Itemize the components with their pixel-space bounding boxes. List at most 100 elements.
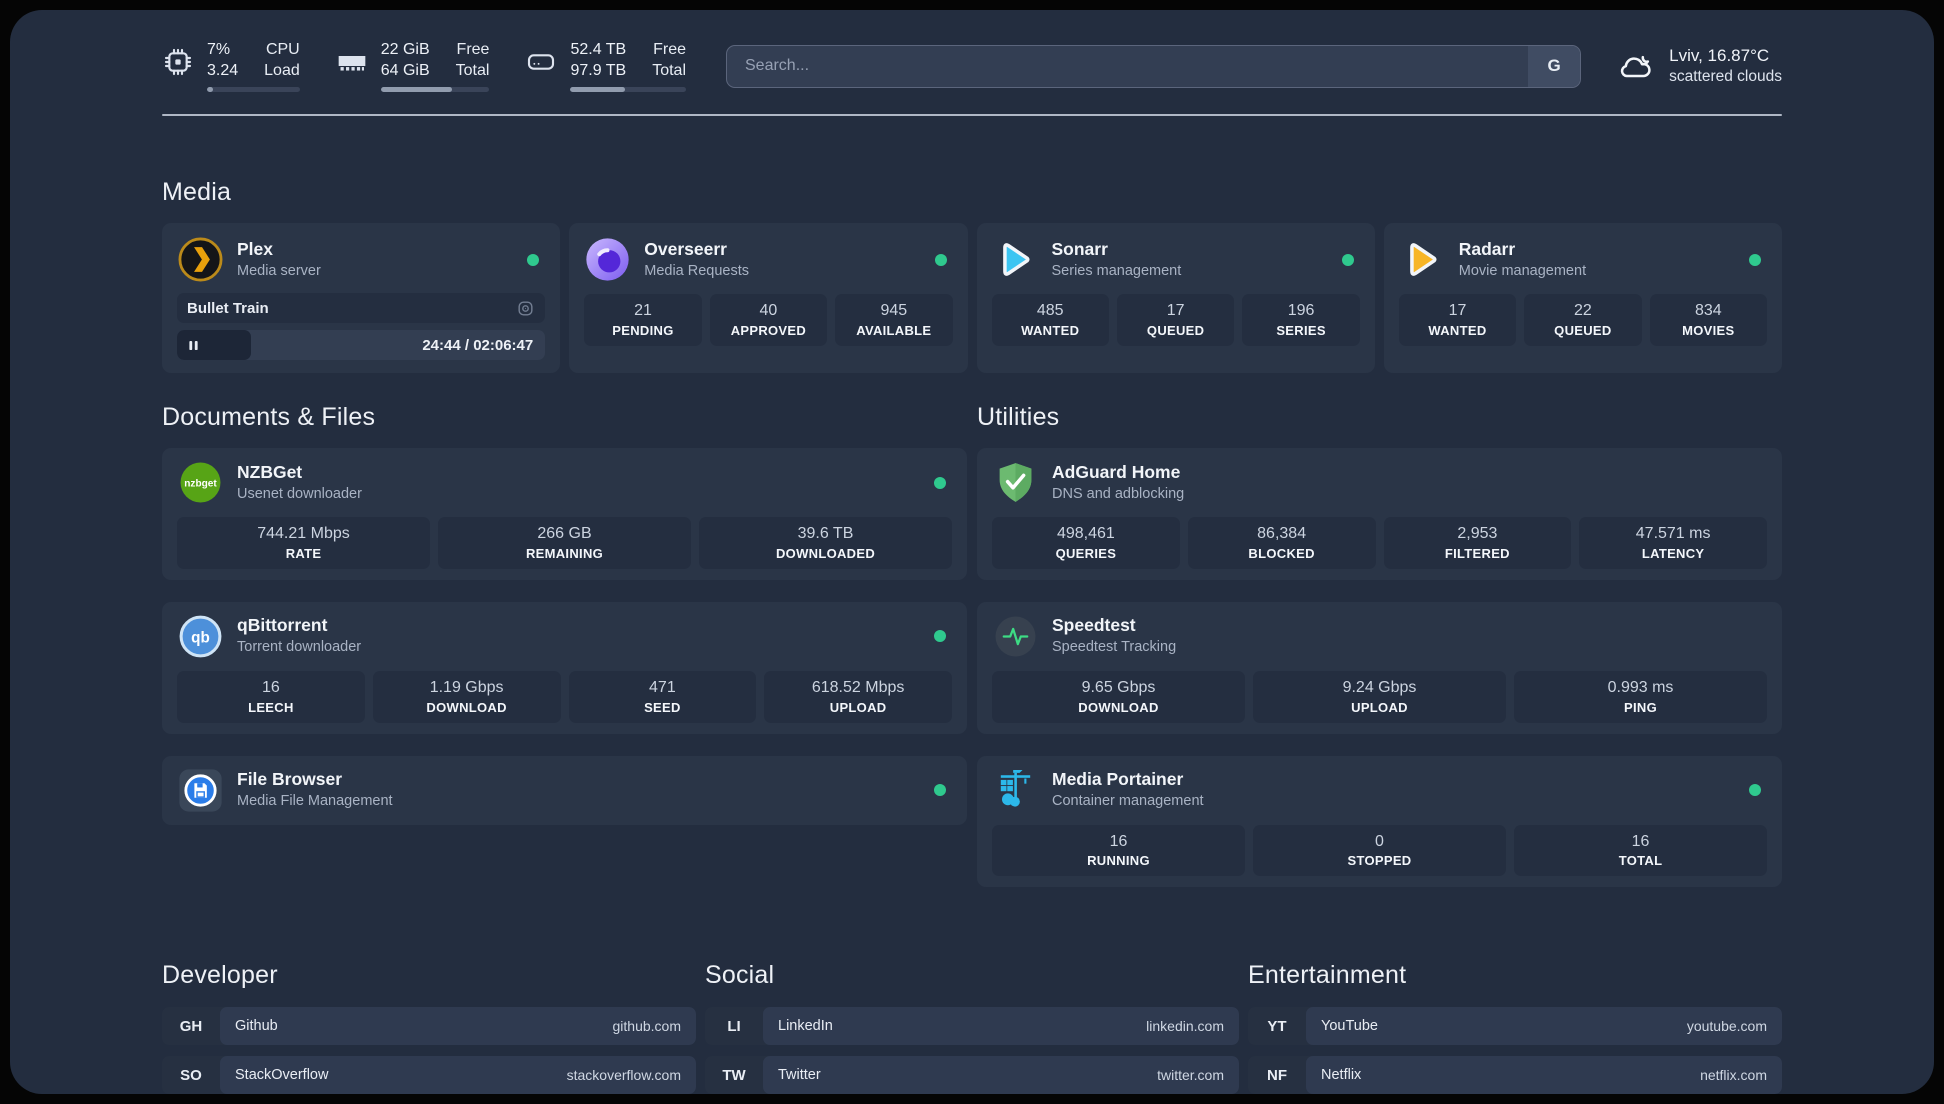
cpu-stat: 7% CPU 3.24 Load <box>162 40 300 92</box>
section-title-social: Social <box>705 961 775 990</box>
disk-total-value: 97.9 TB <box>570 62 627 79</box>
bookmark-url: youtube.com <box>1686 1018 1767 1035</box>
stat-pending: 21 PENDING <box>584 294 702 346</box>
card-filebrowser[interactable]: File Browser Media File Management <box>162 755 967 825</box>
cpu-usage-label: CPU <box>265 41 300 58</box>
bookmark-abbr: YT <box>1267 1017 1287 1035</box>
dashboard-page: 7% CPU 3.24 Load <box>10 10 1934 1094</box>
stat-queued: 17 QUEUED <box>1116 294 1235 346</box>
card-adguard[interactable]: AdGuard Home DNS and adblocking 498,461 … <box>977 448 1782 580</box>
bookmark-name: Netflix <box>1321 1067 1362 1084</box>
qbittorrent-icon: qb <box>179 615 222 658</box>
status-dot <box>934 253 947 266</box>
stat-queued: 22 QUEUED <box>1524 294 1642 346</box>
plex-icon <box>178 237 223 282</box>
bookmark-github[interactable]: GH Github github.com <box>162 1007 696 1046</box>
disk-stat: 52.4 TB Free 97.9 TB Total <box>525 40 686 92</box>
service-subtitle: Speedtest Tracking <box>1052 639 1177 656</box>
service-name: Plex <box>237 238 273 259</box>
memory-total-label: Total <box>455 62 490 79</box>
card-nzbget[interactable]: nzbget NZBGet Usenet downloader 744.21 M… <box>162 448 967 580</box>
stat-download: 1.19 Gbps DOWNLOAD <box>372 670 561 723</box>
card-portainer[interactable]: Media Portainer Container management 16 … <box>977 755 1782 888</box>
stat-seed: 471 SEED <box>568 670 757 723</box>
hard-drive-icon <box>528 54 555 70</box>
weather-location-temp: Lviv, 16.87°C <box>1669 46 1770 65</box>
status-dot <box>1749 253 1761 266</box>
cpu-load-label: Load <box>264 62 300 79</box>
service-name: qBittorrent <box>237 615 328 636</box>
radarr-icon <box>1409 243 1437 276</box>
memory-stat: 22 GiB Free 64 GiB Total <box>336 40 490 92</box>
bookmark-netflix[interactable]: NF Netflix netflix.com <box>1248 1056 1782 1094</box>
memory-free-value: 22 GiB <box>380 41 430 58</box>
card-sonarr[interactable]: Sonarr Series management 485 WANTED 17 Q… <box>976 223 1375 373</box>
stat-leech: 16 LEECH <box>177 670 365 723</box>
card-overseerr[interactable]: Overseerr Media Requests 21 PENDING 40 A… <box>569 223 968 373</box>
bookmark-name: Twitter <box>778 1067 821 1084</box>
bookmark-abbr: GH <box>179 1017 203 1035</box>
service-name: Sonarr <box>1051 238 1108 259</box>
stat-upload: 9.24 Gbps UPLOAD <box>1253 670 1506 723</box>
card-speedtest[interactable]: Speedtest Speedtest Tracking 9.65 Gbps D… <box>977 601 1782 734</box>
service-name: Overseerr <box>644 238 727 259</box>
service-name: AdGuard Home <box>1052 461 1181 482</box>
memory-free-label: Free <box>456 41 490 58</box>
ram-icon <box>338 56 366 71</box>
stat-wanted: 17 WANTED <box>1398 294 1517 346</box>
service-name: Radarr <box>1458 238 1516 259</box>
cpu-progress-bar <box>207 87 300 92</box>
search-bar: G <box>726 44 1582 88</box>
status-dot <box>934 630 946 643</box>
card-qbittorrent[interactable]: qb qBittorrent Torrent downloader 16 <box>162 601 967 734</box>
stat-filtered: 2,953 FILTERED <box>1383 517 1572 569</box>
stat-total: 16 TOTAL <box>1514 824 1767 877</box>
stat-upload: 618.52 Mbps UPLOAD <box>764 670 952 723</box>
bookmark-abbr: LI <box>727 1017 741 1035</box>
section-title-media: Media <box>162 178 232 206</box>
bookmark-group-entertainment: Entertainment YT YouTube youtube.com NF … <box>1248 961 1782 1094</box>
svg-text:qb: qb <box>191 629 210 646</box>
speedtest-icon <box>995 616 1036 657</box>
section-documents: Documents & Files nzbget NZBGet Usenet d… <box>162 403 967 825</box>
portainer-icon <box>1000 769 1031 807</box>
bookmark-url: stackoverflow.com <box>566 1067 681 1084</box>
memory-progress-bar <box>380 87 490 92</box>
service-name: NZBGet <box>237 461 303 482</box>
memory-total-value: 64 GiB <box>380 62 430 79</box>
service-name: File Browser <box>237 769 343 790</box>
search-input[interactable] <box>727 45 1529 87</box>
bookmark-youtube[interactable]: YT YouTube youtube.com <box>1248 1007 1782 1046</box>
card-plex[interactable]: Plex Media server Bullet Train <box>162 223 561 373</box>
stat-remaining: 266 GB REMAINING <box>438 517 691 569</box>
card-radarr[interactable]: Radarr Movie management 17 WANTED 22 QUE… <box>1383 223 1782 373</box>
service-subtitle: Usenet downloader <box>237 485 362 502</box>
weather-widget[interactable]: Lviv, 16.87°C scattered clouds <box>1615 46 1782 86</box>
stat-downloaded: 39.6 TB DOWNLOADED <box>699 517 952 569</box>
bookmark-name: StackOverflow <box>235 1067 329 1084</box>
service-name: Media Portainer <box>1052 769 1184 790</box>
service-subtitle: Torrent downloader <box>237 639 362 656</box>
bookmark-abbr: NF <box>1267 1066 1287 1084</box>
bookmark-url: netflix.com <box>1700 1067 1767 1084</box>
stat-available: 945 AVAILABLE <box>835 294 953 346</box>
bookmark-url: twitter.com <box>1157 1067 1224 1084</box>
stat-download: 9.65 Gbps DOWNLOAD <box>992 670 1245 723</box>
section-title-developer: Developer <box>162 961 278 990</box>
bookmark-twitter[interactable]: TW Twitter twitter.com <box>705 1056 1239 1094</box>
stat-running: 16 RUNNING <box>992 824 1245 877</box>
cloud-icon <box>1620 55 1651 78</box>
bookmark-stackoverflow[interactable]: SO StackOverflow stackoverflow.com <box>162 1056 696 1094</box>
pause-icon <box>189 340 198 350</box>
bookmark-name: YouTube <box>1321 1018 1378 1035</box>
bookmark-url: linkedin.com <box>1146 1018 1224 1035</box>
section-utilities: Utilities AdGuard Home DNS <box>977 403 1782 888</box>
disk-free-label: Free <box>653 41 686 58</box>
section-title-utilities: Utilities <box>977 403 1060 431</box>
svg-text:nzbget: nzbget <box>184 479 217 490</box>
stat-movies: 834 MOVIES <box>1649 294 1768 346</box>
bookmark-linkedin[interactable]: LI LinkedIn linkedin.com <box>705 1007 1239 1046</box>
system-stats: 7% CPU 3.24 Load <box>162 40 686 92</box>
service-subtitle: Media File Management <box>237 793 393 810</box>
search-provider-button[interactable]: G <box>1528 45 1581 87</box>
